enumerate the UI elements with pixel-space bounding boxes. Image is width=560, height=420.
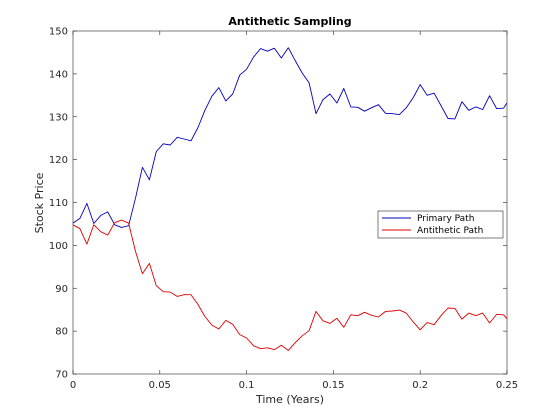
- y-tick-label: 110: [49, 198, 68, 209]
- y-tick-label: 100: [49, 241, 68, 252]
- plot-area: [72, 30, 508, 375]
- x-tick-label: 0.25: [496, 380, 518, 391]
- legend-label-primary: Primary Path: [417, 214, 474, 224]
- legend: Primary Path Antithetic Path: [377, 210, 504, 239]
- x-tick-label: 0.1: [239, 380, 255, 391]
- y-tick-label: 140: [49, 69, 68, 80]
- x-tick-label: 0.05: [149, 380, 171, 391]
- y-axis: 70 80 90 100 110 120 130 140 150: [49, 27, 507, 381]
- series-line-antithetic: [72, 219, 508, 351]
- y-tick-label: 70: [55, 370, 68, 381]
- y-tick-label: 80: [55, 327, 68, 338]
- chart-title: Antithetic Sampling: [228, 15, 351, 28]
- x-axis-label: Time (Years): [255, 393, 324, 406]
- y-axis-label: Stock Price: [33, 172, 46, 233]
- x-tick-label: 0.15: [322, 380, 344, 391]
- series-lines: [72, 47, 508, 351]
- x-axis: 0 0.05 0.1 0.15 0.2 0.25: [70, 31, 518, 391]
- legend-box: [377, 210, 504, 239]
- x-tick-label: 0.2: [412, 380, 428, 391]
- y-tick-label: 130: [49, 112, 68, 123]
- y-tick-label: 150: [49, 27, 68, 38]
- x-tick-label: 0: [70, 380, 76, 391]
- legend-label-antithetic: Antithetic Path: [417, 226, 483, 236]
- y-tick-label: 90: [55, 284, 68, 295]
- axes-box: [72, 30, 508, 375]
- series-line-primary: [72, 47, 508, 228]
- y-tick-label: 120: [49, 155, 68, 166]
